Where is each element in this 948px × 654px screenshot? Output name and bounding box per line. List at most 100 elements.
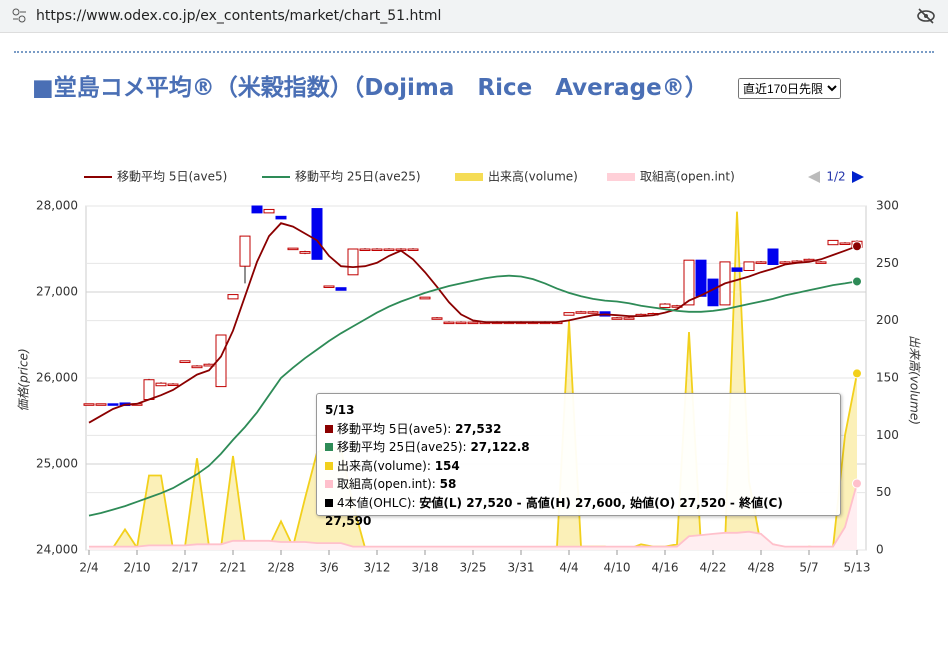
tooltip-row: 移動平均 5日(ave5): 27,532 xyxy=(325,420,832,439)
divider xyxy=(14,51,934,53)
pager-text: 1/2 xyxy=(826,170,845,184)
legend-label: 移動平均 25日(ave25) xyxy=(295,170,421,184)
tooltip-row: 出来高(volume): 154 xyxy=(325,457,832,476)
tooltip-swatch xyxy=(325,498,333,507)
site-icon xyxy=(12,8,26,23)
x-tick-label: 3/31 xyxy=(508,561,535,575)
tooltip-label: 出来高(volume): xyxy=(337,458,431,473)
tooltip-date: 5/13 xyxy=(325,403,355,417)
tooltip-label: 移動平均 25日(ave25): xyxy=(337,440,467,454)
candle-body xyxy=(95,403,107,406)
x-tick-label: 4/28 xyxy=(748,561,775,575)
pager-next[interactable] xyxy=(852,171,864,183)
candle-body xyxy=(491,321,503,325)
x-tick-label: 2/28 xyxy=(268,561,295,575)
candle-body xyxy=(227,294,239,300)
candle-body xyxy=(263,208,275,214)
candle-body xyxy=(503,321,515,325)
candle-body xyxy=(347,248,359,276)
hover-marker xyxy=(852,368,862,379)
candle-body xyxy=(203,363,215,367)
candle-body xyxy=(791,260,803,264)
y-tick-label: 25,000 xyxy=(36,457,78,471)
candle-body xyxy=(251,205,263,214)
x-tick-label: 4/10 xyxy=(604,561,631,575)
candle-body xyxy=(539,321,551,325)
candle-body xyxy=(635,313,647,317)
url[interactable]: https://www.odex.co.jp/ex_contents/marke… xyxy=(36,8,442,24)
candle-body xyxy=(647,313,659,316)
candle-body xyxy=(623,317,635,320)
tooltip-swatch xyxy=(325,461,333,470)
candle-body xyxy=(467,321,479,325)
candle-body xyxy=(755,261,767,264)
tooltip-value: 58 xyxy=(439,477,457,491)
x-tick-label: 2/10 xyxy=(124,561,151,575)
tooltip-value: 安値(L) 27,520 - 高値(H) 27,600, 始値(O) 27,52… xyxy=(325,495,783,529)
candle-body xyxy=(371,248,383,251)
y2-axis-title: 出来高(volume) xyxy=(908,335,922,425)
eye-icon[interactable] xyxy=(916,7,938,27)
x-tick-label: 4/22 xyxy=(700,561,727,575)
candle-body xyxy=(299,251,311,254)
hover-marker xyxy=(852,478,862,489)
candle-body xyxy=(179,360,191,364)
hover-marker xyxy=(852,241,862,252)
legend-swatch xyxy=(455,173,483,181)
candle-body xyxy=(551,321,563,325)
y2-tick-label: 250 xyxy=(876,256,899,270)
y-axis-title: 価格(price) xyxy=(17,348,31,411)
candle-body xyxy=(323,285,335,288)
candle-body xyxy=(143,379,155,401)
x-tick-label: 2/21 xyxy=(220,561,247,575)
tooltip-row: 取組高(open.int): 58 xyxy=(325,475,832,494)
x-tick-label: 3/18 xyxy=(412,561,439,575)
candle-body xyxy=(455,321,467,325)
candle-body xyxy=(839,242,851,245)
candle-body xyxy=(359,248,371,251)
x-tick-label: 2/4 xyxy=(79,561,98,575)
candle-body xyxy=(479,321,491,325)
candle-body xyxy=(659,303,671,308)
candle-body xyxy=(167,383,179,387)
x-tick-label: 5/7 xyxy=(799,561,818,575)
y2-tick-label: 300 xyxy=(876,199,899,213)
candle-body xyxy=(431,317,443,320)
legend-label: 移動平均 5日(ave5) xyxy=(117,170,227,184)
candle-body xyxy=(587,311,599,314)
tooltip-swatch xyxy=(325,424,333,433)
legend-swatch xyxy=(607,173,635,181)
x-tick-label: 3/6 xyxy=(319,561,338,575)
candle-body xyxy=(275,215,287,220)
x-tick-label: 4/16 xyxy=(652,561,679,575)
candle-body xyxy=(779,261,791,264)
candle-body xyxy=(695,259,707,297)
y-tick-label: 24,000 xyxy=(36,543,78,557)
candle-body xyxy=(191,365,203,369)
legend-label: 出来高(volume) xyxy=(488,170,578,184)
candle-body xyxy=(575,311,587,314)
candle-body xyxy=(803,258,815,262)
x-tick-label: 2/17 xyxy=(172,561,199,575)
candle-body xyxy=(719,261,731,306)
tooltip-label: 取組高(open.int): xyxy=(337,477,436,491)
candle-body xyxy=(683,259,695,306)
candle-body xyxy=(407,248,419,251)
tooltip-row: 移動平均 25日(ave25): 27,122.8 xyxy=(325,438,832,457)
period-select[interactable]: 直近170日先限 xyxy=(738,78,841,99)
candle-body xyxy=(311,208,323,260)
tooltip-swatch xyxy=(325,443,333,451)
y2-tick-label: 200 xyxy=(876,313,899,327)
pager-prev[interactable] xyxy=(808,171,820,183)
candle-body xyxy=(335,287,347,291)
y-tick-label: 26,000 xyxy=(36,371,78,385)
candle-body xyxy=(83,403,95,406)
candle-body xyxy=(395,248,407,251)
candle-body xyxy=(527,321,539,325)
candle-body xyxy=(131,403,143,406)
tooltip-label: 移動平均 5日(ave5): xyxy=(337,421,452,436)
candle-body xyxy=(611,317,623,320)
candle-body xyxy=(599,311,611,317)
tooltip-value: 154 xyxy=(434,458,460,473)
y2-tick-label: 150 xyxy=(876,371,899,385)
